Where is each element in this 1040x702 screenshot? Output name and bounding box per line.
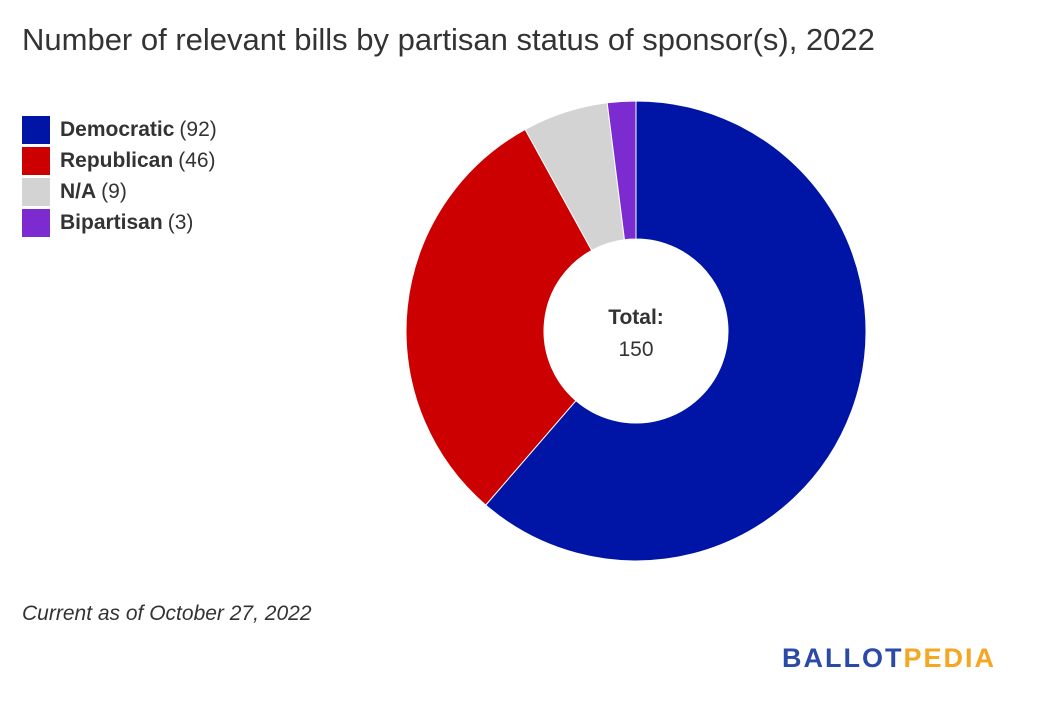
logo-part1: BALLOT <box>782 643 904 673</box>
slice-republican <box>405 128 593 506</box>
legend-item: N/A (9) <box>22 176 217 207</box>
center-label: Total: <box>608 306 664 329</box>
slice-democratic <box>485 100 867 562</box>
legend-item: Bipartisan (3) <box>22 207 217 238</box>
logo-part2: PEDIA <box>903 643 997 673</box>
legend-label: N/A <box>60 179 97 203</box>
legend-count: (3) <box>167 210 194 234</box>
legend-label: Bipartisan <box>60 210 163 234</box>
legend-item: Democratic (92) <box>22 114 217 145</box>
legend-swatch <box>22 208 50 237</box>
legend-count: (9) <box>101 179 127 203</box>
legend-count: (46) <box>178 148 216 172</box>
legend-swatch <box>22 177 50 206</box>
chart-title: Number of relevant bills by partisan sta… <box>22 22 875 57</box>
legend-count: (92) <box>179 117 217 141</box>
legend-swatch <box>22 146 50 175</box>
slice-bipartisan <box>606 100 637 241</box>
legend: Democratic (92) Republican (46) N/A (9) Bipart… <box>22 114 217 238</box>
legend-swatch <box>22 115 50 144</box>
legend-label: Republican <box>60 148 174 172</box>
legend-item: Republican (46) <box>22 145 217 176</box>
center-value: 150 <box>618 338 653 361</box>
footnote: Current as of October 27, 2022 <box>22 602 312 625</box>
ballotpedia-logo: BALLOTPEDIA <box>782 643 996 674</box>
legend-label: Democratic <box>60 117 175 141</box>
